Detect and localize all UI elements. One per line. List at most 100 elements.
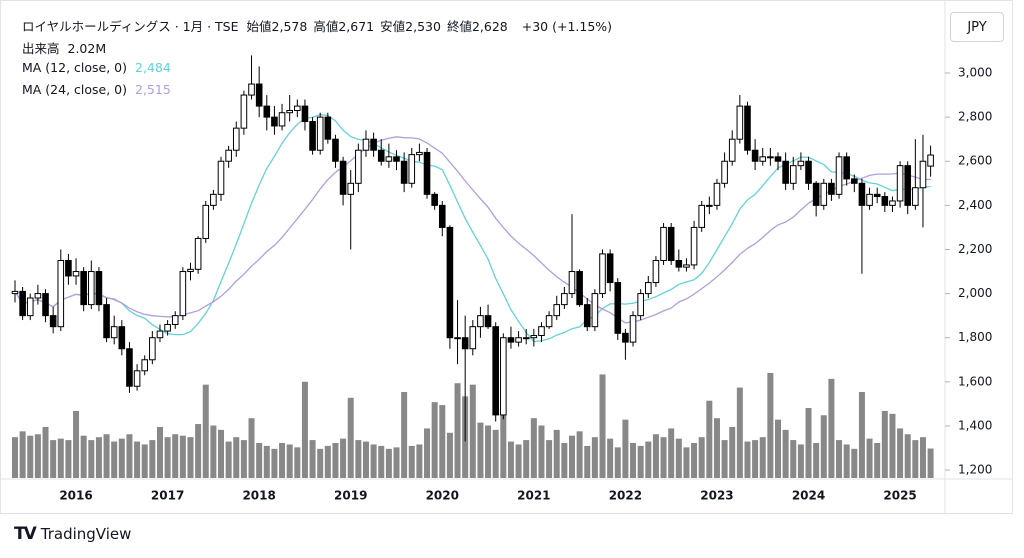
volume-bar [263,445,270,478]
volume-bar [362,441,369,478]
candle-body [477,315,484,328]
volume-bar [12,437,18,478]
volume-bar [80,435,87,478]
volume-bar [652,434,659,478]
candle-body [576,271,583,306]
x-tick-label: 2024 [792,489,825,503]
volume-bar [706,400,713,478]
volume-bar [446,432,453,478]
candle-body [156,330,164,339]
candle-body [42,293,49,317]
candle-body [797,160,805,167]
candle-body [614,282,622,334]
volume-bar [721,440,728,478]
volume-bar [523,440,530,478]
candle-body [118,326,126,350]
candle-body [370,138,377,151]
candle-body [530,335,538,339]
candle-body [736,105,744,140]
y-tick-label: 2,800 [958,110,992,124]
ohlc-label: 始値 [246,19,272,34]
ohlc-label: 安値 [380,19,406,34]
candle-body [11,290,19,295]
candle-body [660,226,667,262]
candle-body [202,204,210,239]
candle-body [835,156,843,195]
volume-bar [507,441,514,478]
volume-bar [164,437,171,478]
volume-bar [713,418,720,478]
volume-bar [65,440,72,478]
volume-bar [637,445,644,478]
volume-bar [729,426,736,478]
volume-bar [256,443,263,478]
candle-body [851,178,858,184]
volume-bar [286,444,293,478]
candle-body [553,304,561,317]
candle-body [774,156,782,162]
volume-bar [424,428,431,478]
volume-bar [500,393,507,478]
candle-body [591,293,599,328]
volume-bar [469,384,476,478]
candle-body [515,337,522,343]
volume-bar [927,448,934,478]
brand-name: TradingView [40,525,132,543]
volume-bar [73,410,80,478]
candle-body [767,156,774,159]
volume-bar [660,437,667,478]
candle-body [263,105,271,118]
volume-bar [454,383,461,478]
volume-bar [683,447,690,478]
candle-body [339,160,347,195]
candle-body [217,160,225,195]
candle-body [896,165,904,202]
candle-body [652,260,660,284]
volume-bar [408,445,415,478]
candle-body [744,105,751,151]
volume-bar [271,448,278,478]
candle-body [782,160,789,184]
candle-body [698,204,706,228]
volume-bar [782,429,789,478]
candle-body [629,315,637,343]
volume-bar [820,415,827,478]
volume-bar [759,437,766,478]
candle-body [271,116,278,127]
volume-bar [324,445,331,478]
candle-body [72,271,80,277]
candle-body [57,260,65,328]
volume-bar [355,440,362,478]
volume-legend: 出来高 2.02M [22,38,110,57]
volume-bar [889,413,896,478]
volume-bar [675,438,682,478]
volume-bar [744,441,751,478]
y-tick-label: 1,800 [958,330,992,344]
candle-body [423,151,431,195]
volume-bar [42,426,49,478]
candle-body [149,337,156,361]
y-tick-label: 2,600 [958,154,992,168]
volume-bar [668,428,675,478]
candle-body [187,268,194,273]
candle-body [385,156,393,162]
candle-body [377,149,385,162]
currency-button[interactable]: JPY [950,12,1004,42]
candle-body [416,151,423,156]
volume-bar [126,434,133,478]
candle-body [843,156,850,180]
volume-bar [370,444,377,478]
candle-body [110,326,118,339]
candle-body [820,182,828,206]
candle-body [484,315,492,328]
volume-bar [340,438,347,478]
volume-bar [561,443,568,478]
volume-bar [485,425,492,478]
volume-bar [919,437,926,478]
volume-bar [881,410,888,478]
candle-body [446,226,454,339]
volume-bar [439,405,446,478]
candle-body [644,282,652,295]
